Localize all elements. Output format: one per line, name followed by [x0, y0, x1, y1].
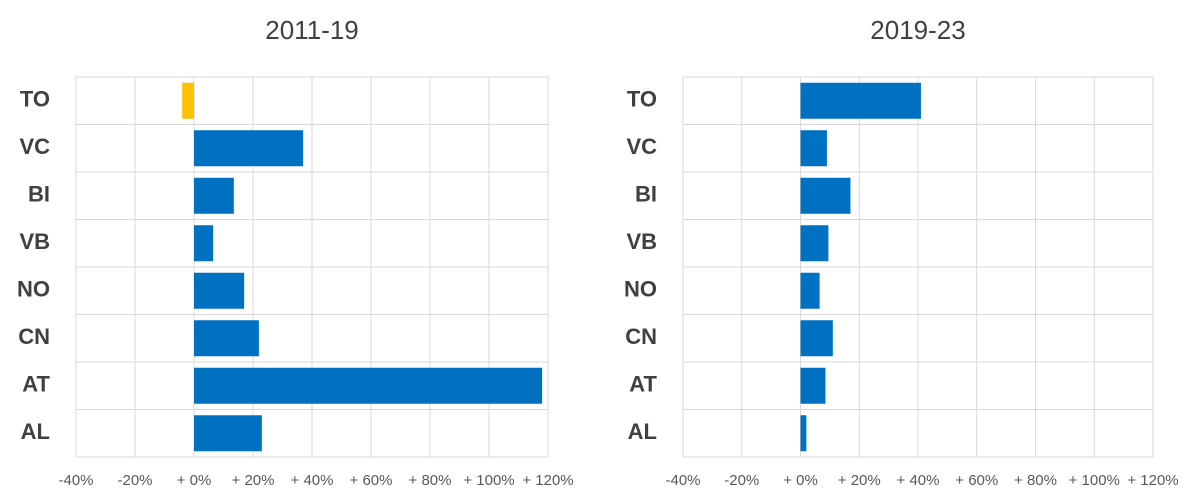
y-tick-label: AL	[628, 419, 657, 444]
y-tick-label: AT	[22, 372, 50, 397]
x-tick-label: + 40%	[897, 472, 940, 489]
chart-title: 2019-23	[870, 15, 965, 45]
x-tick-label: + 0%	[783, 472, 818, 489]
x-tick-label: + 120%	[522, 472, 573, 489]
x-tick-label: + 80%	[1014, 472, 1057, 489]
bar	[194, 367, 543, 404]
bar	[194, 177, 234, 214]
bar	[800, 177, 851, 214]
y-tick-label: CN	[625, 324, 657, 349]
y-tick-label: TO	[627, 87, 657, 112]
x-tick-label: -40%	[665, 472, 700, 489]
y-tick-label: AL	[21, 419, 50, 444]
bar	[800, 130, 827, 167]
y-tick-label: VC	[626, 134, 657, 159]
y-tick-label: NO	[17, 277, 50, 302]
y-tick-label: NO	[624, 277, 657, 302]
bar	[800, 82, 921, 119]
bar	[800, 415, 807, 452]
y-tick-label: BI	[635, 182, 657, 207]
y-tick-label: TO	[20, 87, 50, 112]
y-tick-label: CN	[18, 324, 50, 349]
bar	[800, 320, 833, 357]
x-tick-label: + 100%	[463, 472, 514, 489]
bar	[194, 272, 245, 309]
bar	[800, 367, 826, 404]
x-tick-label: + 100%	[1069, 472, 1120, 489]
y-tick-label: BI	[28, 182, 50, 207]
bar	[800, 272, 820, 309]
x-tick-label: -40%	[58, 472, 93, 489]
x-tick-label: + 60%	[350, 472, 393, 489]
y-tick-label: VB	[626, 229, 657, 254]
bar	[194, 320, 259, 357]
x-tick-label: + 20%	[232, 472, 275, 489]
x-tick-label: + 80%	[409, 472, 452, 489]
x-tick-label: + 40%	[291, 472, 334, 489]
x-tick-label: + 20%	[838, 472, 881, 489]
x-tick-label: + 120%	[1127, 472, 1178, 489]
x-tick-label: -20%	[724, 472, 759, 489]
x-tick-label: + 60%	[955, 472, 998, 489]
bar	[194, 225, 214, 262]
y-tick-label: VB	[19, 229, 50, 254]
bar	[182, 82, 194, 119]
bar	[800, 225, 829, 262]
x-tick-label: -20%	[117, 472, 152, 489]
x-tick-label: + 0%	[177, 472, 212, 489]
bar	[194, 415, 262, 452]
y-tick-label: VC	[19, 134, 50, 159]
chart-title: 2011-19	[265, 15, 359, 45]
bar	[194, 130, 304, 167]
y-tick-label: AT	[629, 372, 657, 397]
